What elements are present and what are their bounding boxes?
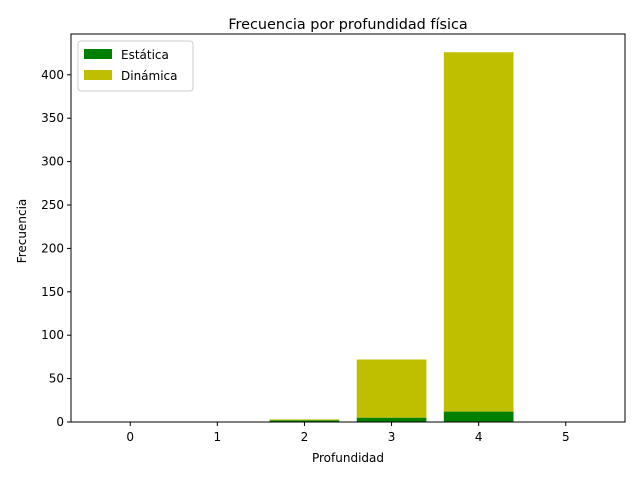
legend-swatch	[84, 49, 112, 59]
y-tick-label: 200	[41, 241, 64, 255]
bar-estatica-4	[443, 411, 514, 422]
plot-frame	[70, 33, 626, 423]
y-tick-label: 100	[41, 328, 64, 342]
bar-estatica-3	[356, 417, 427, 422]
legend-label: Estática	[121, 48, 169, 62]
y-tick-label: 350	[41, 111, 64, 125]
y-tick-label: 0	[56, 415, 64, 429]
bar-dinamica-2	[269, 419, 340, 421]
legend-label: Dinámica	[121, 69, 178, 83]
legend: Estática Dinámica	[77, 40, 194, 92]
bars-group	[269, 52, 514, 422]
bar-dinamica-4	[443, 52, 514, 412]
y-tick-label: 400	[41, 68, 64, 82]
chart-title: Frecuencia por profundidad física	[228, 17, 467, 33]
bar-estatica-2	[269, 420, 340, 422]
x-axis-label: Profundidad	[312, 451, 384, 465]
legend-swatch	[84, 70, 112, 80]
x-tick-label: 0	[126, 430, 134, 444]
x-tick-label: 5	[562, 430, 570, 444]
x-tick-label: 2	[301, 430, 309, 444]
y-axis-label: Frecuencia	[15, 199, 29, 264]
y-tick-label: 300	[41, 155, 64, 169]
x-tick-label: 4	[475, 430, 483, 444]
x-tick-label: 1	[214, 430, 222, 444]
y-tick-label: 150	[41, 285, 64, 299]
y-tick-label: 250	[41, 198, 64, 212]
x-tick-label: 3	[388, 430, 396, 444]
y-tick-label: 50	[49, 372, 64, 386]
bar-dinamica-3	[356, 359, 427, 418]
